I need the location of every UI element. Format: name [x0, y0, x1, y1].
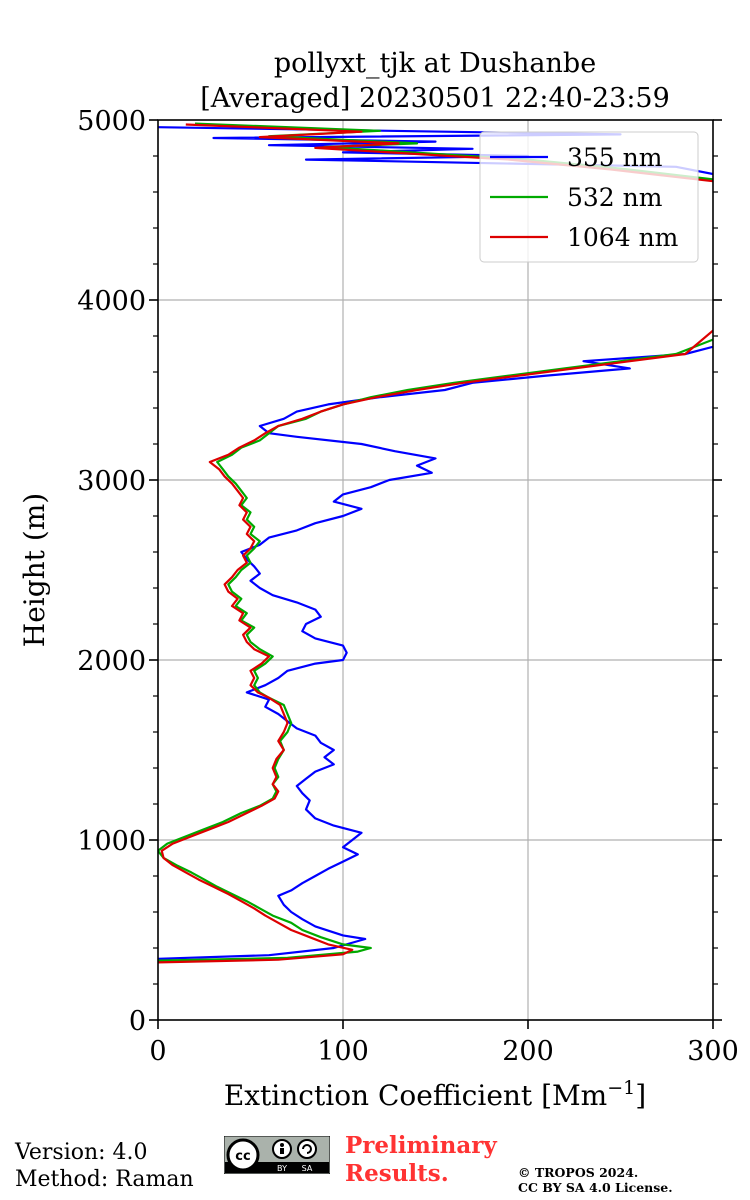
- legend-label: 532 nm: [567, 183, 663, 212]
- cc-license-badge: cc BY SA: [224, 1136, 330, 1174]
- series-line-532-nm: [158, 338, 713, 962]
- y-tick-label: 1000: [77, 826, 146, 857]
- x-tick-label: 300: [687, 1036, 739, 1067]
- y-tick-label: 5000: [77, 106, 146, 137]
- x-tick-label: 0: [149, 1036, 166, 1067]
- method-text: Method: Raman: [15, 1167, 194, 1192]
- extinction-profile-chart: pollyxt_tjk at Dushanbe [Averaged] 20230…: [18, 48, 739, 1112]
- legend-label: 1064 nm: [567, 223, 679, 252]
- series-lines: [158, 122, 713, 964]
- copyright-notice: © TROPOS 2024. CC BY SA 4.0 License.: [518, 1165, 673, 1195]
- series-line-1064-nm: [158, 329, 713, 964]
- x-axis-label: Extinction Coefficient [Mm−1]: [224, 1077, 646, 1112]
- preliminary-line2: Results.: [345, 1160, 449, 1187]
- x-tick-label: 100: [317, 1036, 369, 1067]
- y-tick-label: 0: [129, 1006, 146, 1037]
- grid: [158, 120, 713, 1020]
- series-line-355-nm: [158, 345, 713, 960]
- preliminary-line1: Preliminary: [345, 1132, 497, 1159]
- cc-badge-sa: SA: [302, 1164, 313, 1173]
- copyright-line1: © TROPOS 2024.: [518, 1165, 639, 1180]
- y-tick-label: 2000: [77, 646, 146, 677]
- cc-badge-cc: cc: [235, 1149, 250, 1164]
- legend: 355 nm 532 nm 1064 nm: [479, 131, 699, 263]
- x-tick-label: 200: [502, 1036, 554, 1067]
- y-axis-label: Height (m): [18, 493, 51, 647]
- series-upper-355-nm: [158, 126, 713, 176]
- cc-badge-by: BY: [277, 1164, 287, 1173]
- y-tick-label: 3000: [77, 466, 146, 497]
- plot-frame: [157, 119, 714, 1021]
- preliminary-results-note: Preliminary Results.: [345, 1132, 497, 1188]
- chart-title-line2: [Averaged] 20230501 22:40-23:59: [200, 83, 670, 114]
- chart-title-line1: pollyxt_tjk at Dushanbe: [274, 48, 596, 79]
- legend-label: 355 nm: [567, 143, 663, 172]
- copyright-line2: CC BY SA 4.0 License.: [518, 1180, 673, 1195]
- version-text: Version: 4.0: [15, 1140, 148, 1165]
- y-tick-label: 4000: [77, 286, 146, 317]
- legend-box: [479, 131, 699, 263]
